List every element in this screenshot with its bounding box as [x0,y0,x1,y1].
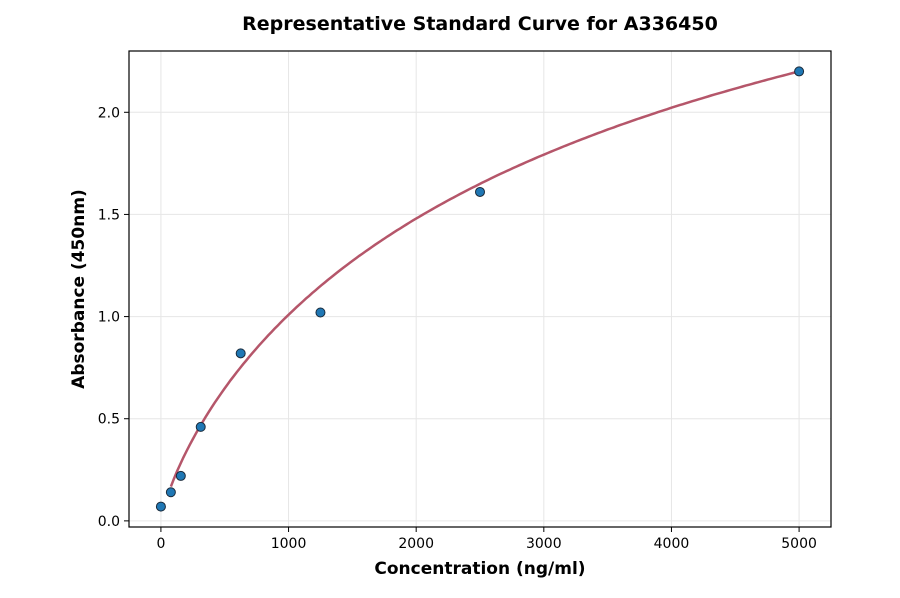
data-point [175,470,186,481]
x-tick-label: 4000 [654,536,690,552]
data-point [195,421,206,432]
x-tick-label: 0 [156,536,165,552]
chart-title: Representative Standard Curve for A33645… [242,13,718,35]
x-tick-label: 5000 [781,536,817,552]
data-point [475,186,485,197]
data-point [315,307,326,318]
data-point [794,66,805,77]
y-axis-label: Absorbance (450nm) [69,189,89,389]
y-tick-label: 0.5 [98,412,120,428]
y-tick-label: 1.0 [98,310,120,326]
data-point [165,487,176,498]
x-axis-label: Concentration (ng/ml) [374,559,585,579]
data-point [235,348,246,359]
x-axis-ticks: 0 1000 2000 3000 4000 5000 [156,527,817,552]
x-tick-label: 3000 [526,536,562,552]
fit-curve [169,70,800,488]
y-tick-label: 2.0 [98,105,120,121]
plot-frame [128,50,832,528]
x-tick-label: 2000 [398,536,434,552]
y-axis-ticks: 0.0 0.5 1.0 1.5 2.0 [98,105,129,530]
grid [129,51,831,527]
x-tick-label: 1000 [271,536,307,552]
y-tick-label: 0.0 [98,514,120,530]
data-point [155,501,166,512]
y-tick-label: 1.5 [98,207,120,223]
data-points [155,66,805,512]
